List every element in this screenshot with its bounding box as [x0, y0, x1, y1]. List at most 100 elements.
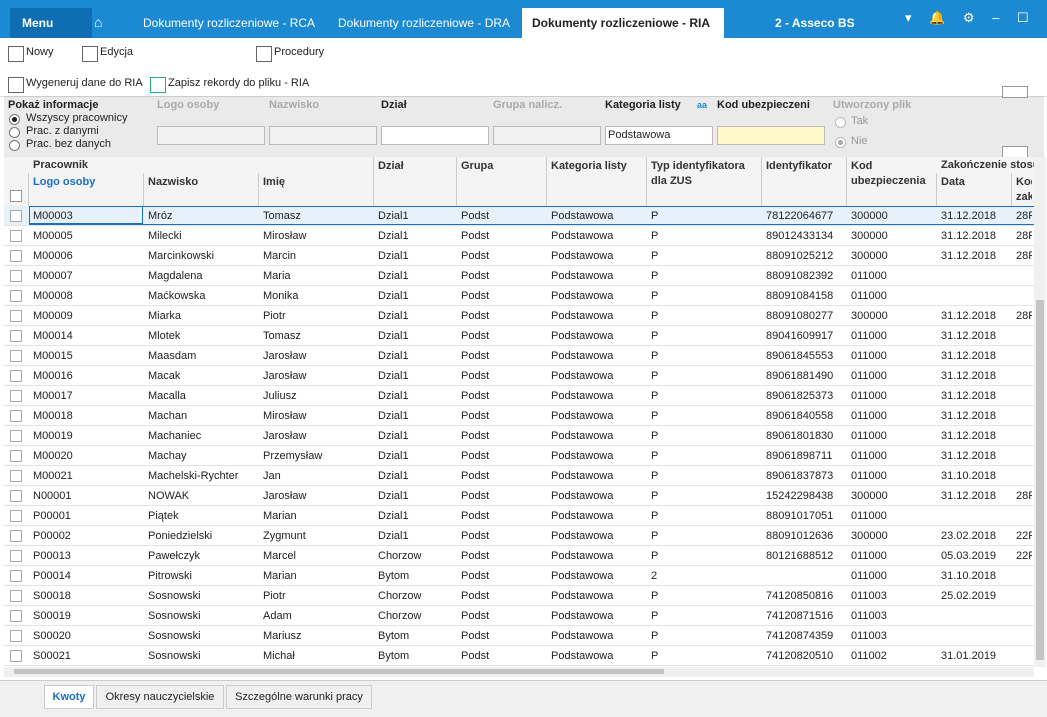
row-checkbox[interactable]	[10, 210, 22, 222]
row-checkbox[interactable]	[10, 330, 22, 342]
window-controls[interactable]: ▾ 🔔 ⚙ – ☐ ✕	[905, 10, 1035, 25]
radio-label[interactable]: Tak	[851, 115, 869, 127]
category-select[interactable]: Podstawowa	[605, 126, 713, 145]
table-row[interactable]	[4, 646, 1034, 666]
column-header[interactable]: Kod ubezpieczenia	[851, 160, 926, 187]
column-header[interactable]: Logo osoby	[33, 176, 96, 188]
row-checkbox[interactable]	[10, 630, 22, 642]
table-row[interactable]	[4, 366, 1034, 386]
row-checkbox[interactable]	[10, 470, 22, 482]
row-checkbox[interactable]	[10, 550, 22, 562]
table-row[interactable]	[4, 326, 1034, 346]
collapse-button[interactable]	[1002, 86, 1028, 98]
cell: S00018	[33, 590, 71, 602]
row-checkbox[interactable]	[10, 270, 22, 282]
company[interactable]: 2 - Asseco BS	[775, 16, 855, 30]
table-row[interactable]	[4, 226, 1034, 246]
table-row[interactable]	[4, 466, 1034, 486]
table-row[interactable]	[4, 406, 1034, 426]
row-checkbox[interactable]	[10, 650, 22, 662]
radio[interactable]	[9, 127, 20, 138]
bottom-tab[interactable]: Szczególne warunki pracy	[226, 685, 372, 709]
column-header[interactable]: Grupa	[461, 160, 494, 172]
column-header[interactable]: Kategoria listy	[551, 160, 627, 172]
table-row[interactable]	[4, 566, 1034, 586]
row-checkbox[interactable]	[10, 510, 22, 522]
radio[interactable]	[9, 140, 20, 151]
table-row[interactable]	[4, 526, 1034, 546]
edit-button[interactable]: Edycja	[100, 46, 134, 58]
row-checkbox[interactable]	[10, 530, 22, 542]
table-row[interactable]	[4, 206, 1034, 226]
row-checkbox[interactable]	[10, 590, 22, 602]
home-icon[interactable]: ⌂	[94, 14, 103, 30]
table-row[interactable]	[4, 246, 1034, 266]
radio[interactable]	[835, 137, 846, 148]
bottom-tab[interactable]: Okresy nauczycielskie	[96, 685, 224, 709]
row-checkbox[interactable]	[10, 350, 22, 362]
cell: 28F	[1016, 490, 1032, 502]
row-checkbox[interactable]	[10, 570, 22, 582]
cell: 011000	[851, 390, 887, 402]
row-checkbox[interactable]	[10, 290, 22, 302]
filter-input[interactable]	[717, 126, 825, 145]
filter-input[interactable]	[269, 126, 377, 145]
new-button[interactable]: Nowy	[26, 46, 54, 58]
tab[interactable]: Dokumenty rozliczeniowe - RCA	[143, 16, 316, 30]
save-button[interactable]: Zapisz rekordy do pliku - RIA	[168, 77, 310, 89]
table-row[interactable]	[4, 446, 1034, 466]
row-checkbox[interactable]	[10, 370, 22, 382]
filter-input[interactable]	[157, 126, 265, 145]
radio-label[interactable]: Prac. z danymi	[26, 125, 99, 137]
scroll-thumb[interactable]	[14, 669, 664, 674]
tab-active[interactable]: Dokumenty rozliczeniowe - RIA	[522, 8, 724, 38]
header-checkbox[interactable]	[10, 190, 22, 202]
table-row[interactable]	[4, 606, 1034, 626]
procedures-button[interactable]: Procedury	[274, 46, 325, 58]
column-header[interactable]: Dział	[378, 160, 404, 172]
row-checkbox[interactable]	[10, 250, 22, 262]
filter-input[interactable]	[493, 126, 601, 145]
row-checkbox[interactable]	[10, 410, 22, 422]
radio-label[interactable]: Prac. bez danych	[26, 138, 111, 150]
cell: 89061881490	[766, 370, 834, 382]
row-checkbox[interactable]	[10, 490, 22, 502]
table-row[interactable]	[4, 486, 1034, 506]
table-row[interactable]	[4, 346, 1034, 366]
row-checkbox[interactable]	[10, 450, 22, 462]
radio[interactable]	[9, 114, 20, 125]
cell: Podstawowa	[551, 490, 614, 502]
column-header[interactable]: Identyfikator	[766, 160, 833, 172]
table-row[interactable]	[4, 586, 1034, 606]
filter-input[interactable]	[381, 126, 489, 145]
column-group: Zakończenie stosu	[941, 159, 1035, 171]
table-row[interactable]	[4, 426, 1034, 446]
column-header[interactable]: Data	[941, 176, 965, 188]
table-row[interactable]	[4, 626, 1034, 646]
column-header[interactable]: Nazwisko	[148, 176, 199, 188]
radio-label[interactable]: Nie	[851, 135, 868, 147]
row-checkbox[interactable]	[10, 230, 22, 242]
menu-button[interactable]: Menu	[10, 8, 92, 38]
table-row[interactable]	[4, 506, 1034, 526]
bottom-tab[interactable]: Kwoty	[44, 685, 94, 709]
radio[interactable]	[835, 117, 846, 128]
generate-button[interactable]: Wygeneruj dane do RIA	[26, 77, 143, 89]
table-row[interactable]	[4, 546, 1034, 566]
table-row[interactable]	[4, 266, 1034, 286]
column-header[interactable]: Kod zak	[1016, 176, 1032, 203]
scroll-thumb[interactable]	[1036, 300, 1044, 660]
table-row[interactable]	[4, 286, 1034, 306]
row-checkbox[interactable]	[10, 390, 22, 402]
tab[interactable]: Dokumenty rozliczeniowe - DRA	[338, 16, 511, 30]
column-header[interactable]: Imię	[263, 176, 286, 188]
table-row[interactable]	[4, 306, 1034, 326]
table-row[interactable]	[4, 386, 1034, 406]
cell: 011003	[851, 590, 887, 602]
column-header[interactable]: Typ identyfikatora dla ZUS	[651, 160, 745, 187]
row-checkbox[interactable]	[10, 430, 22, 442]
cell: 74120871516	[766, 610, 834, 622]
row-checkbox[interactable]	[10, 610, 22, 622]
radio-label[interactable]: Wszyscy pracownicy	[26, 112, 128, 124]
row-checkbox[interactable]	[10, 310, 22, 322]
